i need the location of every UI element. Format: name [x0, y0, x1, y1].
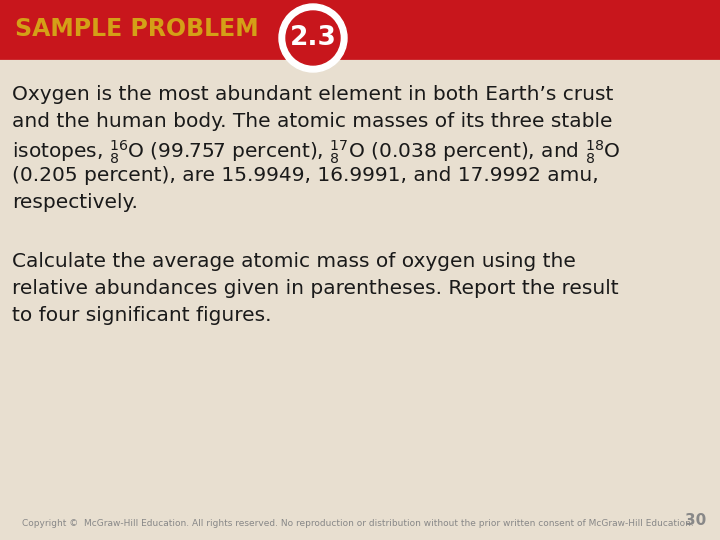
- Text: respectively.: respectively.: [12, 193, 138, 212]
- Text: isotopes, $^{16}_{8}$O (99.757 percent), $^{17}_{8}$O (0.038 percent), and $^{18: isotopes, $^{16}_{8}$O (99.757 percent),…: [12, 139, 621, 166]
- Text: and the human body. The atomic masses of its three stable: and the human body. The atomic masses of…: [12, 112, 613, 131]
- Text: SAMPLE PROBLEM: SAMPLE PROBLEM: [15, 17, 258, 41]
- Text: (0.205 percent), are 15.9949, 16.9991, and 17.9992 amu,: (0.205 percent), are 15.9949, 16.9991, a…: [12, 166, 599, 185]
- Text: 30: 30: [685, 513, 706, 528]
- Text: relative abundances given in parentheses. Report the result: relative abundances given in parentheses…: [12, 279, 618, 299]
- Text: to four significant figures.: to four significant figures.: [12, 306, 271, 326]
- Text: Copyright ©  McGraw-Hill Education. All rights reserved. No reproduction or dist: Copyright © McGraw-Hill Education. All r…: [22, 519, 694, 528]
- Circle shape: [286, 11, 340, 65]
- Text: 2.3: 2.3: [289, 25, 336, 51]
- Circle shape: [279, 4, 347, 72]
- FancyBboxPatch shape: [0, 0, 720, 58]
- Text: Oxygen is the most abundant element in both Earth’s crust: Oxygen is the most abundant element in b…: [12, 85, 613, 104]
- Text: Calculate the average atomic mass of oxygen using the: Calculate the average atomic mass of oxy…: [12, 252, 576, 272]
